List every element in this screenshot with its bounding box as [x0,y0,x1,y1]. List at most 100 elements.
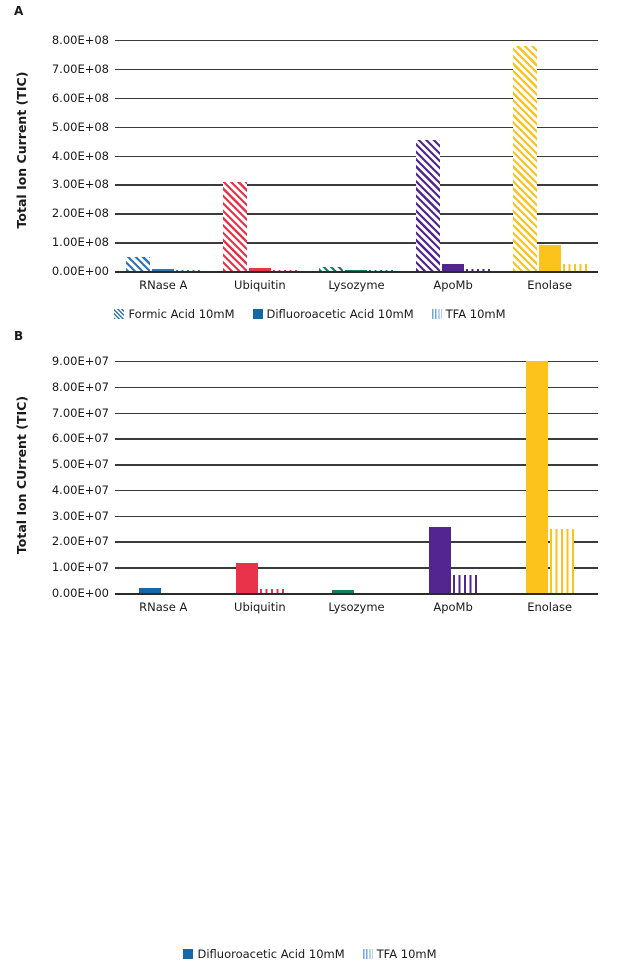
legend-label: TFA 10mM [445,307,506,321]
legend-label: Formic Acid 10mM [128,307,235,321]
panel-b: B Total Ion CUrrent (TIC) 0.00E+00 1.00E+… [0,325,620,961]
y-axis-tick-label: 3.00E+08 [51,177,109,192]
legend-label: Difluoroacetic Acid 10mM [197,947,345,961]
legend-swatch-icon [362,949,373,959]
gridline [115,386,598,389]
bar-rnase-a-difluoroacetic-acid-10mm [152,268,175,271]
legend-swatch-icon [431,309,442,319]
y-axis-tick-label: 2.00E+08 [51,206,109,221]
bar-enolase-difluoroacetic-acid-10mm [538,245,561,271]
bar-group-enolase: Enolase [501,40,598,292]
gridline [115,567,598,569]
bar-apomb-formic-acid-10mm [416,139,441,271]
bar-group-apomb: ApoMb [405,40,502,292]
panel-b-gridlines: 0.00E+00 1.00E+07 2.00E+07 3.00E+07 4.00E+07… [52,354,598,600]
panel-b-legend: Difluoroacetic Acid 10mM TFA 10mM [0,947,620,961]
gridline [115,242,598,244]
legend-swatch-icon [252,309,263,319]
axis-baseline [115,593,598,595]
y-axis-tick-label: 8.00E+08 [51,33,109,47]
y-axis-tick-label: 4.00E+08 [51,148,109,163]
bar-apomb-tfa-10mm [453,574,478,593]
gridline [115,213,598,215]
y-axis-tick-label: 9.00E+07 [51,354,109,368]
bar-group-rnase-a: RNase A [115,361,212,614]
axis-baseline [115,271,598,273]
bar-lysozyme-tfa-10mm [369,269,394,271]
y-axis-tick-label: 7.00E+07 [51,405,109,420]
bar-group-ubiquitin: Ubiquitin [212,40,309,292]
bar-enolase-formic-acid-10mm [512,45,537,271]
bar-ubiquitin-formic-acid-10mm [222,181,247,271]
gridline [115,541,598,543]
bar-ubiquitin-tfa-10mm [272,269,297,271]
bar-lysozyme-difluoroacetic-acid-10mm [345,269,368,271]
y-axis-tick-label: 0.00E+00 [51,264,109,278]
gridline [115,412,598,414]
x-axis-category-label: Lysozyme [328,600,385,614]
x-axis-category-label: Enolase [527,600,573,614]
panel-b-plot-area: 0.00E+00 1.00E+07 2.00E+07 3.00E+07 4.00E+07… [52,354,598,614]
panel-a-gridlines: 0.00E+00 1.00E+08 2.00E+08 3.00E+08 4.00E+08… [52,33,598,278]
bar-apomb-difluoroacetic-acid-10mm [442,263,465,271]
panel-a-letter: A [14,4,24,18]
bar-group-ubiquitin: Ubiquitin [212,361,309,614]
y-axis-tick-label: 6.00E+07 [51,431,109,446]
gridline [115,40,598,42]
bar-ubiquitin-tfa-10mm [259,589,284,593]
legend-item[interactable]: TFA 10mM [431,307,506,321]
gridline [115,97,598,100]
legend-swatch-icon [114,309,125,319]
x-axis-category-label: Ubiquitin [234,278,286,292]
y-axis-tick-label: 5.00E+07 [51,457,109,472]
bar-group-enolase: Enolase [501,361,598,614]
x-axis-category-label: Ubiquitin [234,600,286,614]
bar-apomb-difluoroacetic-acid-10mm [429,527,452,593]
bar-lysozyme-difluoroacetic-acid-10mm [332,589,355,593]
legend-item[interactable]: Difluoroacetic Acid 10mM [252,307,414,321]
gridline [115,438,598,440]
bar-enolase-difluoroacetic-acid-10mm [525,361,548,593]
legend-item[interactable]: TFA 10mM [362,947,437,961]
y-axis-tick-label: 2.00E+07 [51,534,109,549]
x-axis-category-label: RNase A [139,600,188,614]
panel-a-legend: Formic Acid 10mM Difluoroacetic Acid 10mM… [0,307,620,321]
y-axis-tick-label: 1.00E+08 [51,235,109,250]
panel-a-y-axis-title: Total Ion Current (TIC) [14,71,29,229]
panel-a-bar-groups: RNase A Ubiquitin Lysozyme ApoMb Enolase [115,40,598,292]
legend-label: TFA 10mM [376,947,437,961]
gridline [115,361,598,363]
panel-a: A Total Ion Current (TIC) 0.00E+00 1.00E+… [0,0,620,325]
panel-b-bar-groups: RNase A Ubiquitin Lysozyme ApoMb Enolase [115,361,598,614]
x-axis-category-label: Enolase [527,278,573,292]
gridline [115,464,598,466]
bar-group-lysozyme: Lysozyme [308,40,405,292]
bar-enolase-tfa-10mm [562,263,587,271]
legend-label: Difluoroacetic Acid 10mM [266,307,414,321]
bar-lysozyme-formic-acid-10mm [319,266,344,271]
legend-item[interactable]: Difluoroacetic Acid 10mM [183,947,345,961]
bar-ubiquitin-difluoroacetic-acid-10mm [248,267,271,271]
bar-apomb-tfa-10mm [466,268,491,271]
bar-rnase-a-formic-acid-10mm [126,256,151,271]
bar-group-rnase-a: RNase A [115,40,212,292]
gridline [115,515,598,518]
x-axis-category-label: Lysozyme [328,278,385,292]
legend-item[interactable]: Formic Acid 10mM [114,307,235,321]
y-axis-tick-label: 8.00E+07 [51,379,109,394]
y-axis-tick-label: 5.00E+08 [51,119,109,134]
bar-rnase-a-difluoroacetic-acid-10mm [139,587,162,593]
bar-rnase-a-tfa-10mm [176,269,201,271]
y-axis-tick-label: 1.00E+07 [51,560,109,575]
gridline [115,184,598,186]
gridline [115,155,598,157]
x-axis-category-label: RNase A [139,278,188,292]
x-axis-category-label: ApoMb [433,278,473,292]
y-axis-tick-label: 0.00E+00 [51,586,109,600]
y-axis-tick-label: 4.00E+07 [51,482,109,497]
bar-group-apomb: ApoMb [405,361,502,614]
legend-swatch-icon [183,949,194,959]
gridline [115,126,598,129]
bar-group-lysozyme: Lysozyme [308,361,405,614]
